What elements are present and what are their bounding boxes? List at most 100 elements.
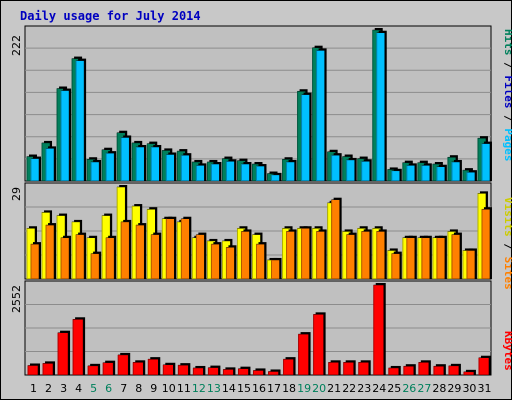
x-tick-label: 6 xyxy=(105,382,112,395)
kbytes-bar xyxy=(147,357,161,376)
files-bar xyxy=(451,159,462,182)
files-bar xyxy=(45,146,57,182)
kbytes-bar xyxy=(388,365,401,376)
sites-bar xyxy=(240,229,252,280)
kbytes-bar xyxy=(313,312,326,376)
files-bar xyxy=(240,161,252,182)
y-max-label: 2552 xyxy=(10,285,23,313)
sites-bar xyxy=(376,229,387,280)
files-bar xyxy=(331,153,342,182)
files-bar xyxy=(30,156,41,182)
files-bar xyxy=(195,163,207,182)
x-tick-label: 17 xyxy=(267,382,281,395)
files-bar xyxy=(361,159,372,182)
x-tick-label: 18 xyxy=(282,382,296,395)
files-bar xyxy=(180,153,192,182)
x-tick-label: 2 xyxy=(45,382,52,395)
kbytes-bar xyxy=(268,369,281,376)
files-bar xyxy=(376,30,387,182)
x-tick-label: 26 xyxy=(402,382,416,395)
legend-hits-files-pages-part: / xyxy=(502,109,512,129)
x-tick-label: 11 xyxy=(177,382,191,395)
kbytes-bar xyxy=(358,360,371,376)
x-tick-label: 29 xyxy=(447,382,461,395)
kbytes-bar xyxy=(298,332,311,376)
x-tick-label: 4 xyxy=(75,382,82,395)
x-tick-label: 8 xyxy=(135,382,142,395)
x-tick-label: 27 xyxy=(417,382,431,395)
files-bar xyxy=(436,164,447,182)
x-tick-label: 12 xyxy=(192,382,206,395)
sites-bar xyxy=(451,232,462,280)
x-tick-label: 24 xyxy=(372,382,386,395)
sites-bar xyxy=(45,223,57,280)
sites-bar xyxy=(436,235,447,280)
sites-bar xyxy=(316,229,327,280)
sites-bar xyxy=(90,251,102,280)
kbytes-bar xyxy=(87,363,101,376)
sites-bar xyxy=(210,242,222,280)
files-bar xyxy=(90,159,102,182)
files-bar xyxy=(316,48,327,182)
sites-bar xyxy=(165,216,177,280)
files-bar xyxy=(406,163,417,182)
sites-bar xyxy=(255,242,267,280)
y-max-label: 29 xyxy=(10,187,23,201)
sites-bar xyxy=(180,216,192,280)
kbytes-bar xyxy=(222,367,236,376)
legend-visits-sites-part: / xyxy=(502,237,512,257)
y-max-label: 222 xyxy=(10,35,23,56)
sites-bar xyxy=(346,232,357,280)
x-tick-label: 23 xyxy=(357,382,371,395)
kbytes-bar xyxy=(463,369,476,376)
sites-bar xyxy=(331,197,342,280)
kbytes-bar xyxy=(252,368,266,376)
x-tick-label: 19 xyxy=(297,382,311,395)
kbytes-bar xyxy=(132,360,146,376)
files-bar xyxy=(165,152,177,182)
sites-bar xyxy=(75,232,87,280)
sites-bar xyxy=(150,232,162,280)
files-bar xyxy=(75,58,87,182)
legend-hits-files-pages-part: / xyxy=(502,56,512,76)
x-tick-label: 5 xyxy=(90,382,97,395)
legend-kbytes-part: KBytes xyxy=(502,331,512,371)
kbytes-bar xyxy=(117,352,131,376)
kbytes-bar xyxy=(418,360,431,376)
kbytes-bar xyxy=(177,363,191,376)
x-tick-label: 10 xyxy=(162,382,176,395)
x-tick-label: 13 xyxy=(207,382,221,395)
sites-bar xyxy=(391,251,402,280)
kbytes-bar xyxy=(237,366,251,376)
files-bar xyxy=(150,144,162,182)
kbytes-bar xyxy=(57,330,71,376)
files-bar xyxy=(210,161,222,182)
kbytes-bar xyxy=(343,360,356,376)
kbytes-bar xyxy=(207,365,221,376)
legend-visits-sites-part: Sites xyxy=(502,257,512,290)
legend-hits-files-pages-part: Hits xyxy=(502,29,512,56)
files-bar xyxy=(286,159,297,182)
x-tick-label: 14 xyxy=(222,382,236,395)
files-bar xyxy=(391,168,402,182)
files-bar xyxy=(135,144,147,182)
x-tick-label: 7 xyxy=(120,382,127,395)
files-bar xyxy=(255,164,267,182)
kbytes-bar xyxy=(162,362,176,376)
x-tick-label: 1 xyxy=(30,382,37,395)
sites-bar xyxy=(286,229,297,280)
files-bar xyxy=(60,88,72,182)
x-tick-label: 20 xyxy=(312,382,326,395)
legend-hits-files-pages-part: Files xyxy=(502,75,512,108)
sites-bar xyxy=(135,223,147,280)
x-tick-label: 21 xyxy=(327,382,341,395)
kbytes-bar xyxy=(478,355,491,376)
legend-kbytes: KBytes xyxy=(502,331,512,371)
kbytes-bar xyxy=(283,357,296,376)
sites-bar xyxy=(30,242,41,280)
kbytes-bar xyxy=(27,363,40,376)
kbytes-bar xyxy=(403,364,416,376)
files-bar xyxy=(271,172,282,182)
kbytes-bar xyxy=(192,365,206,376)
x-tick-label: 30 xyxy=(462,382,476,395)
